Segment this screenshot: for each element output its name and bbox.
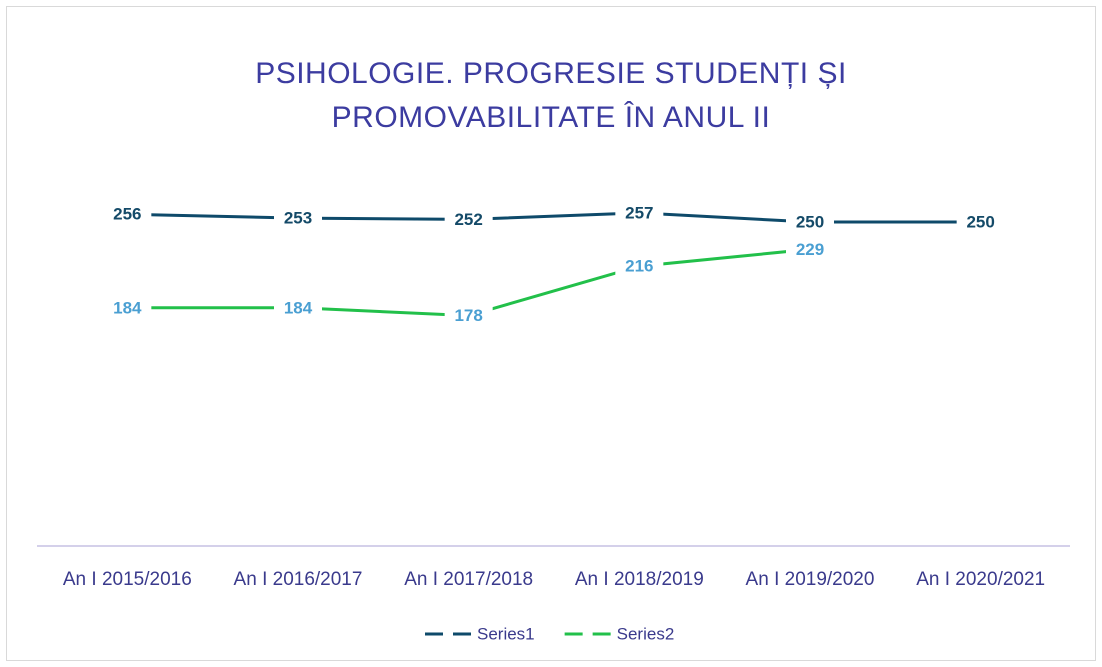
data-label: 229 [796, 240, 824, 259]
series-line [127, 211, 981, 224]
x-tick-label: An I 2017/2018 [404, 569, 533, 590]
x-tick-label: An I 2018/2019 [575, 569, 704, 590]
data-label-bg [444, 304, 493, 327]
data-label: 184 [284, 298, 313, 317]
data-label: 216 [625, 257, 653, 276]
data-label: 256 [113, 205, 141, 224]
data-label: 178 [454, 306, 482, 325]
x-tick-label: An I 2015/2016 [63, 569, 192, 590]
x-tick-label: An I 2020/2021 [916, 569, 1045, 590]
data-label-bg [615, 255, 664, 278]
data-label: 250 [796, 212, 824, 231]
data-label: 253 [284, 209, 312, 228]
data-label: 252 [454, 210, 482, 229]
data-label-bg [444, 208, 493, 231]
data-label-bg [103, 296, 152, 319]
chart-border [6, 6, 1096, 661]
legend-label: Series2 [617, 624, 675, 643]
legend-label: Series1 [477, 624, 535, 643]
data-label-bg [274, 296, 322, 319]
x-tick-label: An I 2019/2020 [746, 569, 875, 590]
x-tick-label: An I 2016/2017 [234, 569, 363, 590]
data-label-bg [786, 238, 834, 261]
data-label: 257 [625, 203, 653, 222]
data-label-bg [103, 203, 152, 226]
data-label-bg [615, 201, 664, 224]
data-label: 184 [113, 298, 142, 317]
data-label-bg [956, 211, 1005, 233]
data-label: 250 [966, 212, 994, 231]
data-label-bg [786, 211, 834, 233]
data-label-bg [274, 207, 322, 230]
chart-title: PSIHOLOGIE. PROGRESIE STUDENȚI ȘI PROMOV… [255, 57, 847, 134]
